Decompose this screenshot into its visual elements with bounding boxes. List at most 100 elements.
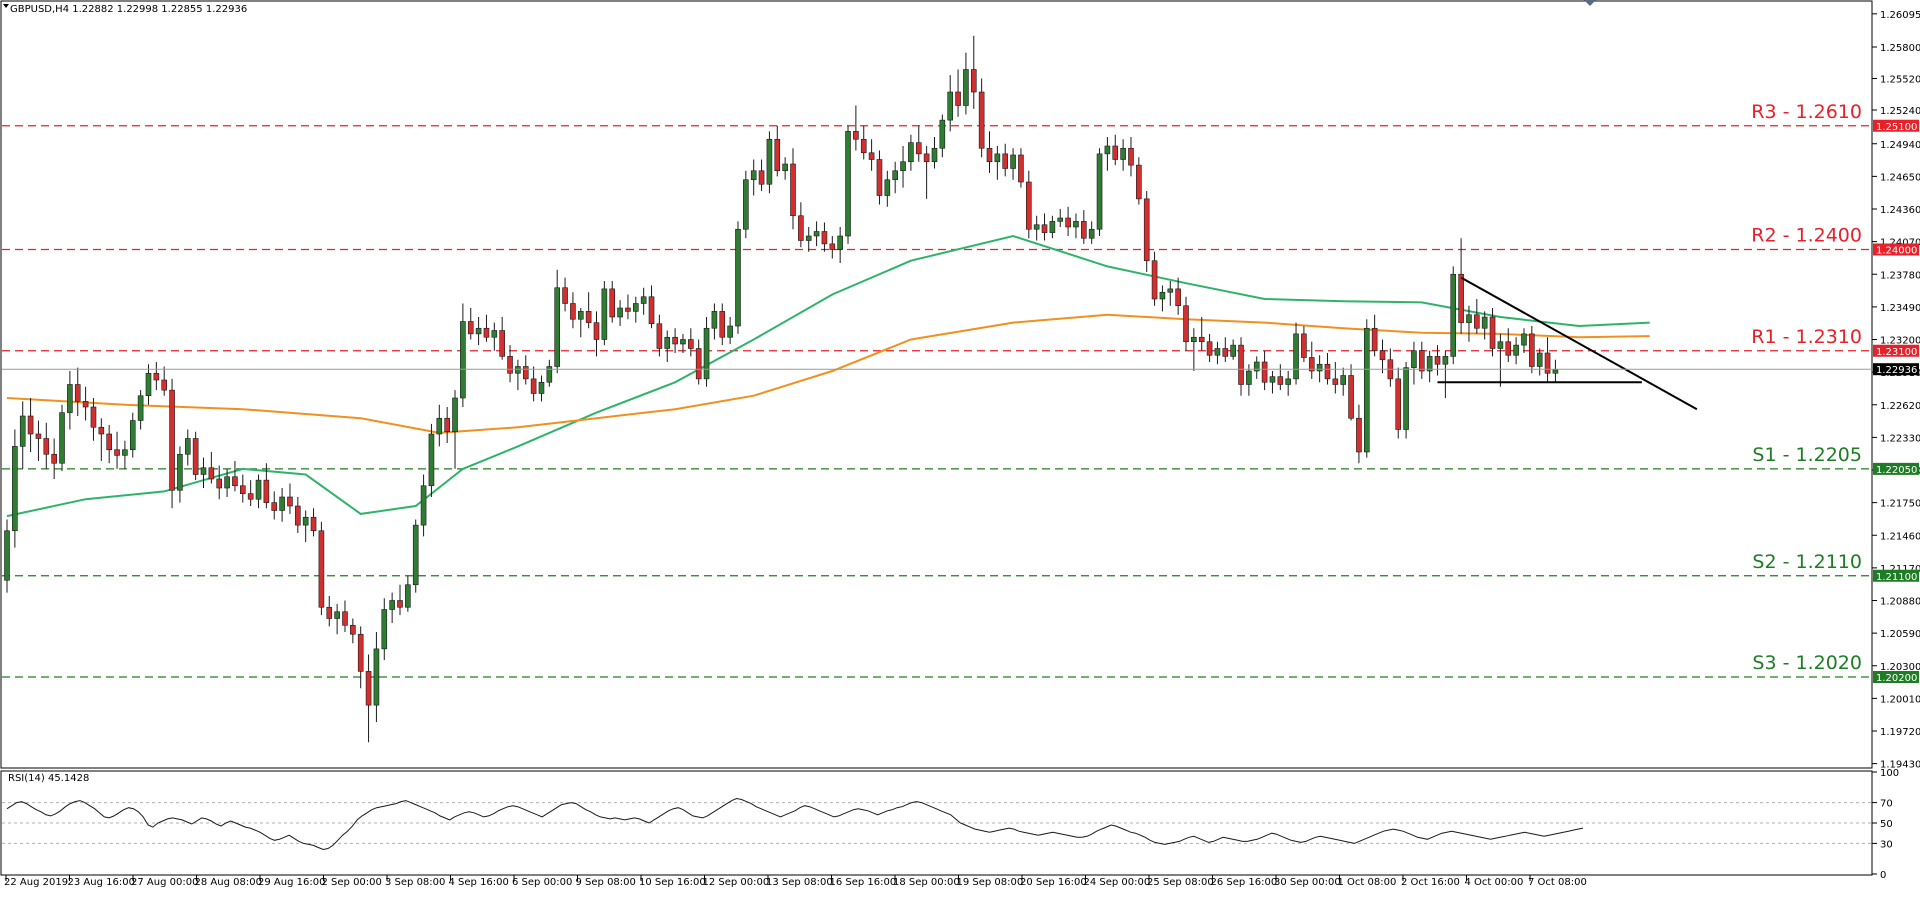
candle <box>43 422 50 469</box>
candle <box>970 35 977 109</box>
candle-body <box>1261 361 1268 383</box>
scroll-marker-icon[interactable] <box>1584 0 1596 6</box>
candle <box>334 603 340 635</box>
candle-body <box>1222 348 1229 357</box>
pivot-levels: R3 - 1.2610 1.25100 R2 - 1.2400 1.24000 R1 -… <box>2 101 1919 684</box>
candle-body <box>908 142 914 163</box>
candle-body <box>192 438 199 475</box>
candle-body <box>994 153 1001 163</box>
candle-body <box>1269 376 1276 383</box>
candle <box>1450 266 1457 365</box>
candle-body <box>735 228 741 327</box>
price-tick-label: 1.24650 <box>1880 172 1920 183</box>
candle-body <box>593 322 600 340</box>
candle-body <box>860 138 867 154</box>
price-tick-label: 1.23490 <box>1880 303 1920 314</box>
rsi-line <box>6 797 1584 851</box>
candle <box>923 146 930 199</box>
candle-body <box>1088 228 1095 239</box>
candle <box>365 654 372 743</box>
candle-body <box>287 496 293 507</box>
candle <box>208 452 215 484</box>
candle-body <box>829 243 836 250</box>
candle-body <box>1198 336 1205 343</box>
candle-body <box>67 384 73 413</box>
candle <box>522 355 529 385</box>
price-tick-label: 1.20300 <box>1880 662 1920 673</box>
candle-body <box>1183 305 1189 343</box>
candle <box>1018 148 1024 188</box>
candle-body <box>43 438 50 455</box>
candle-body <box>1120 147 1126 160</box>
candle <box>680 333 686 353</box>
level-tag-r3: 1.25100 <box>1876 122 1917 133</box>
candle-body <box>1505 341 1512 356</box>
candle <box>577 308 584 338</box>
candle-body <box>412 524 419 586</box>
candle-body <box>1041 224 1048 233</box>
candle <box>192 431 199 481</box>
price-tick-label: 1.21460 <box>1880 531 1920 542</box>
candle-body <box>577 311 584 320</box>
price-tick-label: 1.24070 <box>1880 238 1920 249</box>
candle-body <box>1442 356 1449 365</box>
candle <box>1206 333 1213 362</box>
candle-body <box>318 530 325 608</box>
candle <box>939 114 946 158</box>
candle-body <box>1112 145 1119 160</box>
price-tick-label: 1.19720 <box>1880 727 1920 738</box>
candle-body <box>161 379 167 391</box>
candle <box>279 488 285 522</box>
level-label-s3: S3 - 1.2020 <box>1752 652 1862 674</box>
candle-body <box>129 420 136 451</box>
candle <box>1371 314 1378 357</box>
candle <box>711 303 718 340</box>
rsi-title: RSI(14) 45.1428 <box>8 773 89 784</box>
candle <box>1301 326 1307 362</box>
candle-body <box>460 321 466 399</box>
candle-body <box>813 231 820 237</box>
rsi-tick-label: 0 <box>1880 870 1886 881</box>
rsi-tick-label: 100 <box>1880 768 1899 779</box>
price-tick-label: 1.22330 <box>1880 433 1920 444</box>
candle <box>1458 238 1464 334</box>
candle <box>1442 350 1449 398</box>
symbol-info: GBPUSD,H4 1.22882 1.22998 1.22855 1.2293… <box>10 4 247 15</box>
candle-body <box>1049 221 1056 233</box>
candle <box>617 300 623 326</box>
candle-body <box>357 633 364 672</box>
candle <box>593 311 600 357</box>
candle <box>876 150 883 205</box>
candle-body <box>845 131 851 237</box>
candle <box>719 303 726 346</box>
candle-body <box>1371 327 1378 352</box>
candle-body <box>27 415 34 435</box>
candle <box>232 461 238 492</box>
moving-average-line-2 <box>6 313 1650 434</box>
time-tick-label: 24 Sep 00:00 <box>1084 877 1151 888</box>
candle-body <box>821 231 828 245</box>
candle-body <box>1277 376 1284 385</box>
level-label-r2: R2 - 1.2400 <box>1751 225 1862 247</box>
candle-body <box>1285 378 1291 385</box>
candle <box>1536 348 1543 376</box>
candle-body <box>1308 357 1315 372</box>
candle <box>1143 191 1150 272</box>
candle-body <box>1033 224 1040 230</box>
candle <box>1191 328 1197 371</box>
candle-body <box>1434 356 1441 365</box>
time-tick-label: 30 Sep 00:00 <box>1274 877 1341 888</box>
dropdown-triangle-icon[interactable] <box>3 4 9 8</box>
candle-body <box>405 584 411 608</box>
candle <box>224 468 230 497</box>
candle-body <box>483 327 490 338</box>
candle-body <box>350 624 356 635</box>
candle <box>978 78 985 158</box>
candle <box>373 632 380 722</box>
candle <box>255 474 262 509</box>
level-tag-bg <box>1873 671 1919 683</box>
candle <box>1474 299 1480 334</box>
candle-body <box>1159 291 1166 300</box>
price-tick-label: 1.21750 <box>1880 499 1920 510</box>
